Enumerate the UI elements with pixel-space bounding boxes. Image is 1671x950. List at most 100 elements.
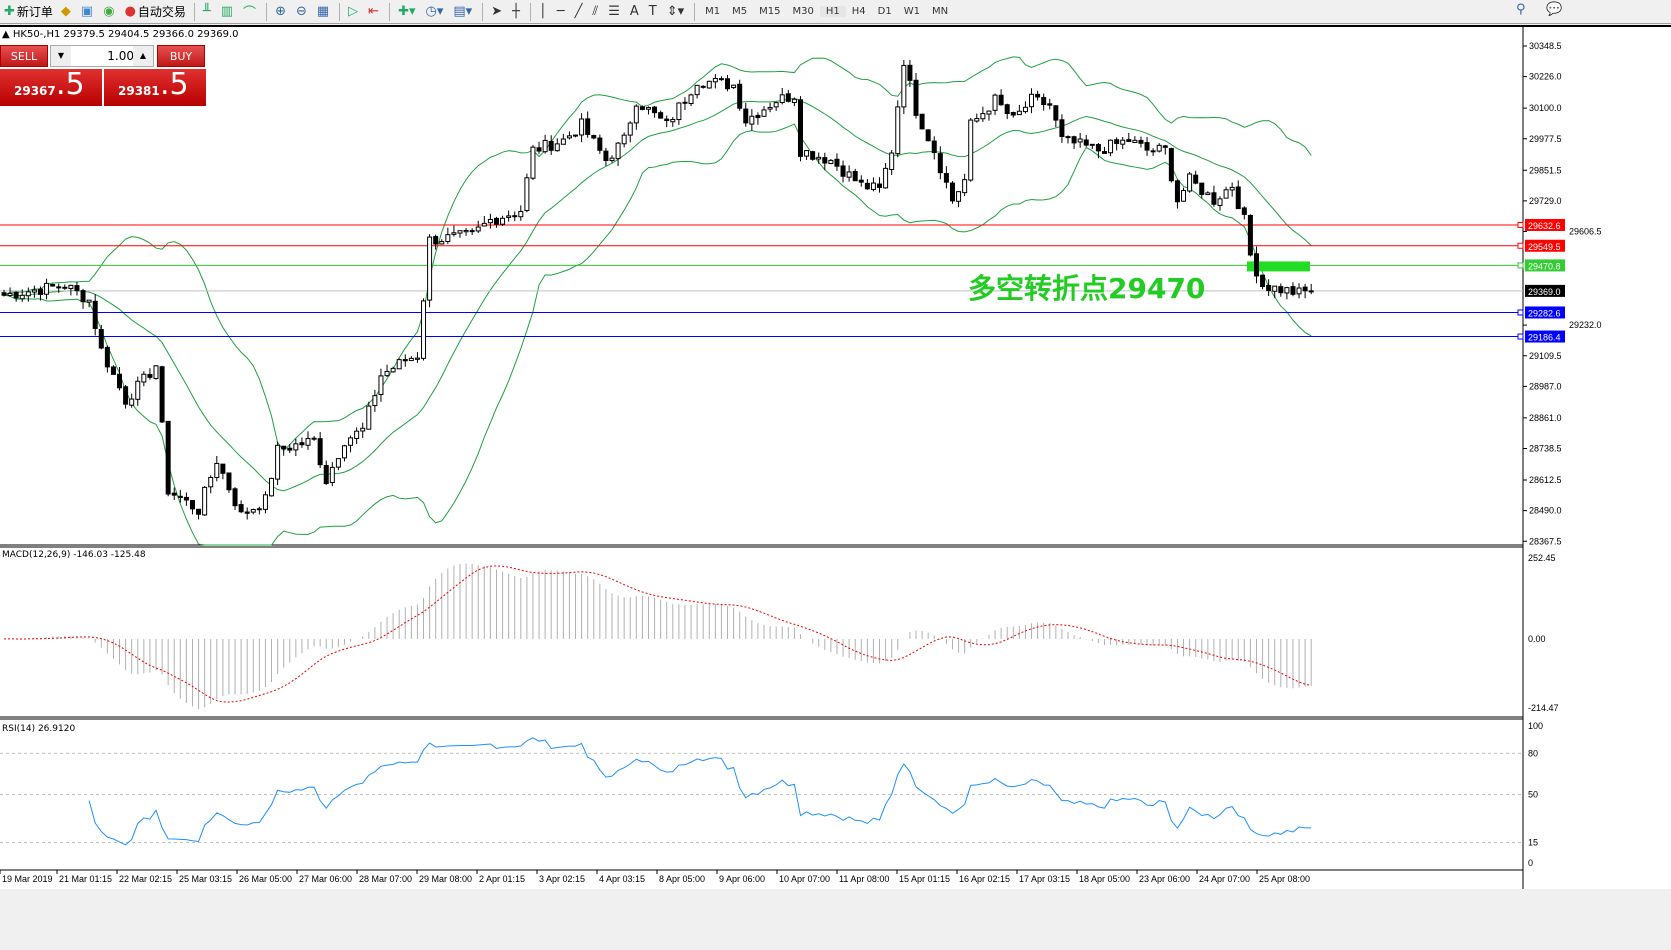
- candle: [597, 134, 603, 154]
- auto-trading-button[interactable]: ● 自动交易: [121, 1, 190, 23]
- candle: [147, 368, 153, 380]
- timeframe-m1[interactable]: M1: [705, 6, 721, 17]
- candle-body: [658, 112, 664, 119]
- crosshair-button[interactable]: ┼: [508, 1, 526, 23]
- periods-button[interactable]: ◷▾: [422, 1, 450, 23]
- candle-body: [232, 488, 238, 507]
- lot-decrease-icon[interactable]: ▼: [51, 46, 71, 66]
- cursor-button[interactable]: ➤: [487, 1, 508, 23]
- candle-body: [177, 495, 183, 498]
- candle-body: [487, 218, 493, 224]
- candle-body: [305, 438, 311, 446]
- lot-increase-icon[interactable]: ▲: [133, 46, 153, 66]
- level-price-tag: [1525, 330, 1565, 343]
- search-icon[interactable]: ⚲: [1516, 2, 1526, 17]
- bar-chart-button[interactable]: ╨: [199, 1, 217, 23]
- candle: [676, 102, 682, 125]
- buy-price[interactable]: 29381.5: [104, 67, 206, 106]
- navigator-button[interactable]: ◆: [57, 1, 77, 23]
- time-tick-label: 4 Apr 03:15: [599, 874, 645, 884]
- chat-icon[interactable]: 💬: [1546, 2, 1563, 17]
- auto-scroll-button[interactable]: ▷: [344, 1, 364, 23]
- separator: [694, 2, 696, 21]
- candle-body: [779, 94, 785, 103]
- text-button[interactable]: A: [626, 1, 645, 23]
- fibonacci-button[interactable]: ☰: [604, 1, 626, 23]
- time-tick-label: 16 Apr 02:15: [959, 874, 1010, 884]
- trendline-button[interactable]: ╱: [571, 1, 589, 23]
- time-tick-label: 21 Mar 01:15: [59, 874, 112, 884]
- candle-body: [560, 138, 566, 145]
- rsi-axis-label: 0: [1528, 858, 1533, 868]
- time-tick-label: 9 Apr 06:00: [719, 874, 765, 884]
- candle: [208, 475, 214, 494]
- lot-stepper[interactable]: ▼ ▲: [50, 45, 154, 67]
- buy-button[interactable]: BUY: [157, 45, 205, 67]
- new-order-button[interactable]: ✚ 新订单: [0, 1, 57, 23]
- candle-body: [1235, 186, 1241, 210]
- candle: [560, 133, 566, 145]
- timeframe-m15[interactable]: M15: [759, 6, 781, 17]
- chart-window[interactable]: 29632.6 29549.5 29470.8 29369.0 29282.6 29186…: [0, 25, 1671, 889]
- price-tick-label: 28612.5: [1529, 475, 1562, 485]
- sell-price[interactable]: 29367.5: [0, 67, 102, 106]
- candle: [591, 134, 597, 140]
- price-tick-label: 28738.5: [1529, 444, 1562, 454]
- clock-icon: ◷▾: [425, 4, 444, 19]
- line-chart-button[interactable]: ⌒: [239, 1, 262, 23]
- candlestick-button[interactable]: ▥: [217, 1, 239, 23]
- horizontal-line-button[interactable]: ─: [553, 1, 571, 23]
- candle: [62, 284, 68, 290]
- candle: [816, 152, 822, 164]
- candle: [1229, 182, 1235, 197]
- timeframe-h1[interactable]: H1: [819, 6, 846, 17]
- candle: [202, 486, 208, 516]
- price-tick-label: 30100.0: [1529, 103, 1562, 113]
- candle: [573, 134, 579, 138]
- candle: [633, 104, 639, 130]
- timeframe-m5[interactable]: M5: [732, 6, 748, 17]
- candle: [1095, 143, 1101, 159]
- reversal-point-annotation: 多空转折点29470: [968, 272, 1206, 305]
- vertical-line-button[interactable]: │: [535, 1, 553, 23]
- templates-button[interactable]: ▤▾: [449, 1, 478, 23]
- candle-body: [50, 283, 56, 287]
- candle: [445, 227, 451, 244]
- history-button[interactable]: ▣: [77, 1, 99, 23]
- timeframe-mn[interactable]: MN: [931, 6, 949, 17]
- sell-button[interactable]: SELL: [0, 45, 48, 67]
- channel-button[interactable]: ⫽: [588, 1, 604, 23]
- candle-body: [311, 437, 317, 440]
- chart-canvas[interactable]: 29632.6 29549.5 29470.8 29369.0 29282.6 29186…: [0, 27, 1671, 891]
- candle-body: [463, 230, 469, 233]
- timeframe-m30[interactable]: M30: [792, 6, 814, 17]
- timeframe-d1[interactable]: D1: [877, 6, 892, 17]
- candle: [110, 365, 116, 375]
- candle-body: [348, 437, 354, 446]
- bb-lower-line: [3, 123, 1312, 546]
- candle: [165, 420, 171, 497]
- lot-input[interactable]: [72, 46, 134, 66]
- signals-button[interactable]: ◉: [99, 1, 120, 23]
- timeframe-h4[interactable]: H4: [851, 6, 866, 17]
- candle: [767, 102, 773, 113]
- arrows-button[interactable]: ⇕▾: [663, 1, 690, 23]
- timeframe-w1[interactable]: W1: [903, 6, 920, 17]
- candle-body: [1089, 143, 1095, 146]
- zoom-out-button[interactable]: ⊖: [292, 1, 313, 23]
- zoom-in-button[interactable]: ⊕: [271, 1, 292, 23]
- candle-body: [1217, 198, 1223, 206]
- chart-shift-button[interactable]: ⇤: [364, 1, 385, 23]
- indicators-button[interactable]: ✚▾: [394, 1, 421, 23]
- text-label-button[interactable]: T: [645, 1, 663, 23]
- candle-body: [518, 210, 524, 218]
- candle-body: [1223, 189, 1229, 199]
- candle-body: [1308, 290, 1314, 293]
- candle: [968, 117, 974, 182]
- zoom-in-icon: ⊕: [275, 4, 286, 19]
- tile-windows-button[interactable]: ▦: [313, 1, 335, 23]
- candle-body: [366, 405, 372, 430]
- candle: [1010, 111, 1016, 118]
- candle: [986, 110, 992, 121]
- candle: [998, 89, 1004, 106]
